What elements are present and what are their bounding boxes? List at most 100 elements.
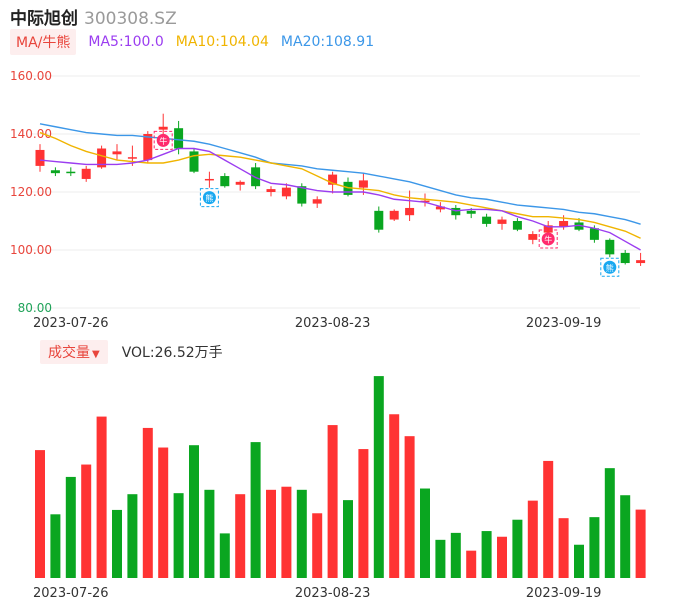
price-x-tick-label: 2023-08-23 <box>295 316 371 331</box>
candle-body <box>158 126 168 130</box>
candle-body <box>312 199 322 204</box>
candle-body <box>451 207 461 216</box>
volume-bar <box>543 460 554 578</box>
candle-body <box>466 210 476 214</box>
bull-signal-frame <box>538 229 558 249</box>
candle-body <box>620 252 630 264</box>
candle-body <box>605 239 615 255</box>
volume-bar <box>327 425 338 578</box>
price-y-tick-label: 80.00 <box>18 301 52 315</box>
volume-bar <box>189 445 199 578</box>
candle-body <box>189 151 199 172</box>
volume-x-tick-label: 2023-09-19 <box>526 586 602 601</box>
bear-signal-frame <box>600 257 620 277</box>
candle-body <box>497 219 507 224</box>
volume-bar <box>481 531 492 578</box>
candle-body <box>127 157 137 159</box>
candle-body <box>174 128 184 149</box>
candle-body <box>235 181 245 185</box>
volume-bar <box>435 539 446 578</box>
candle-body <box>297 186 307 204</box>
volume-bar <box>497 536 507 578</box>
volume-bar <box>158 447 169 578</box>
candle-body <box>528 234 538 240</box>
stock-header: 中际旭创 300308.SZ <box>10 4 177 29</box>
candle-body <box>389 210 399 220</box>
price-y-tick-label: 100.00 <box>10 243 52 257</box>
candle-body <box>543 225 553 233</box>
ma20-value: MA20:108.91 <box>280 34 375 50</box>
volume-bar <box>358 449 369 578</box>
volume-bar <box>450 532 461 578</box>
volume-bar <box>142 427 153 578</box>
price-y-tick-label: 120.00 <box>10 185 52 199</box>
volume-button-label: 成交量 <box>48 345 90 361</box>
candle-body <box>281 187 291 197</box>
bull-signal-label: 牛 <box>544 234 552 244</box>
ma-lines <box>39 123 641 251</box>
bull-signal-icon <box>156 133 170 147</box>
candle-body <box>405 207 415 216</box>
volume-bar <box>65 476 76 578</box>
volume-bar <box>81 464 92 578</box>
ma10-line <box>39 131 641 239</box>
candle-body <box>204 178 214 181</box>
volume-bar <box>50 514 61 578</box>
candle-body <box>143 134 153 161</box>
candle-body <box>220 176 230 187</box>
ma5-line <box>39 147 641 251</box>
candlestick-series <box>35 113 646 266</box>
volume-bar <box>204 489 215 578</box>
volume-bar <box>312 513 323 578</box>
candle-body <box>574 222 584 230</box>
volume-x-tick-label: 2023-08-23 <box>295 586 371 601</box>
volume-bar <box>620 495 631 578</box>
volume-x-tick-label: 2023-07-26 <box>33 586 109 601</box>
price-x-tick-label: 2023-09-19 <box>526 316 602 331</box>
candle-body <box>97 148 107 168</box>
candle-body <box>328 174 338 185</box>
stock-code: 300308.SZ <box>84 9 177 29</box>
volume-bar <box>604 468 615 578</box>
candle-body <box>374 210 384 230</box>
volume-bar <box>219 533 230 578</box>
volume-indicator-button[interactable]: 成交量 ▼ <box>40 340 108 364</box>
candle-body <box>266 189 276 192</box>
volume-bar <box>527 500 538 578</box>
volume-bar <box>589 517 600 578</box>
ma5-value: MA5:100.0 <box>88 34 164 50</box>
candle-body <box>435 206 445 210</box>
volume-bar <box>343 500 353 578</box>
bear-signal-label: 熊 <box>205 193 213 203</box>
volume-legend: 成交量 ▼ VOL:26.52万手 <box>40 340 223 364</box>
price-y-tick-label: 160.00 <box>10 69 52 83</box>
volume-bar <box>635 509 646 578</box>
price-x-tick-label: 2023-07-26 <box>33 316 109 331</box>
price-x-axis: 2023-07-26 2023-08-23 2023-09-19 <box>33 316 601 331</box>
candle-body <box>66 171 76 174</box>
candle-body <box>35 149 45 166</box>
bear-signal-frame <box>199 188 219 208</box>
volume-bar <box>296 489 307 578</box>
volume-bar <box>250 442 261 578</box>
ma-indicator-button[interactable]: MA/牛熊 <box>10 29 77 55</box>
bear-signal-label: 熊 <box>606 263 614 273</box>
volume-bar <box>127 494 138 578</box>
volume-x-axis: 2023-07-26 2023-08-23 2023-09-19 <box>33 586 601 601</box>
bull-signal-icon <box>541 232 555 246</box>
candle-body <box>112 151 122 155</box>
bear-signal-icon <box>202 191 216 205</box>
volume-bar <box>281 486 292 578</box>
volume-bar <box>466 550 477 578</box>
ma10-value: MA10:104.04 <box>175 34 269 50</box>
volume-value: VOL:26.52万手 <box>121 345 223 361</box>
volume-bar <box>112 509 122 578</box>
ma20-line <box>39 123 641 225</box>
volume-bar <box>420 488 430 578</box>
price-y-axis: 160.00 140.00 120.00 100.00 80.00 <box>10 69 52 315</box>
candle-body <box>358 180 368 188</box>
volume-bar <box>235 494 246 578</box>
volume-bar <box>35 450 45 578</box>
